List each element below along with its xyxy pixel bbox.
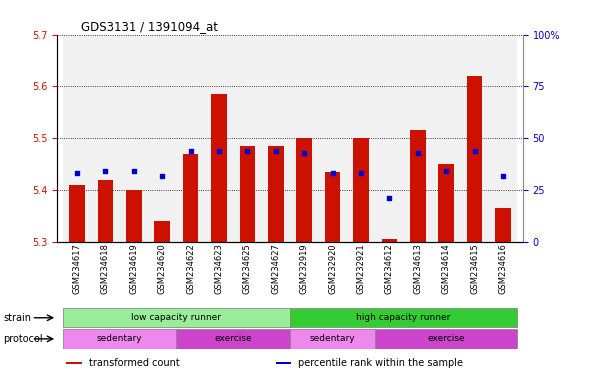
Bar [63,329,176,349]
Bar [240,146,255,242]
Bar [211,94,227,242]
Bar [148,35,176,242]
Bar [290,35,319,242]
Text: transformed count: transformed count [89,358,180,368]
Point [328,170,337,177]
Bar [290,308,517,328]
Bar [63,308,290,328]
Bar [91,35,120,242]
Text: sedentary: sedentary [310,334,355,343]
Bar [347,35,375,242]
Point [470,147,480,154]
Bar [233,35,261,242]
Text: high capacity runner: high capacity runner [356,313,451,322]
Bar [432,35,460,242]
Bar [154,221,170,242]
Bar [296,138,312,242]
Bar [126,190,142,242]
Bar [69,185,85,242]
Bar [467,76,483,242]
Point [356,170,366,177]
Point [299,150,309,156]
Bar [382,239,397,242]
Bar [66,362,82,364]
Point [214,147,224,154]
Bar [205,35,233,242]
Bar [276,362,291,364]
Bar [176,35,205,242]
Text: GDS3131 / 1391094_at: GDS3131 / 1391094_at [81,20,218,33]
Point [129,168,139,174]
Text: low capacity runner: low capacity runner [132,313,221,322]
Bar [183,154,198,242]
Bar [319,35,347,242]
Bar [97,180,113,242]
Bar [63,35,91,242]
Bar [353,138,369,242]
Point [271,147,281,154]
Text: percentile rank within the sample: percentile rank within the sample [298,358,463,368]
Bar [404,35,432,242]
Point [100,168,110,174]
Text: exercise: exercise [215,334,252,343]
Bar [261,35,290,242]
Bar [438,164,454,242]
Bar [325,172,340,242]
Point [186,147,195,154]
Bar [460,35,489,242]
Bar [375,329,517,349]
Text: sedentary: sedentary [97,334,142,343]
Bar [489,35,517,242]
Point [385,195,394,202]
Bar [410,131,426,242]
Bar [120,35,148,242]
Bar [268,146,284,242]
Point [243,147,252,154]
Point [498,172,508,179]
Point [72,170,82,177]
Text: protocol: protocol [3,334,43,344]
Point [413,150,423,156]
Point [441,168,451,174]
Text: exercise: exercise [427,334,465,343]
Bar [176,329,290,349]
Text: strain: strain [3,313,31,323]
Bar [375,35,404,242]
Bar [495,208,511,242]
Bar [290,329,375,349]
Point [157,172,167,179]
